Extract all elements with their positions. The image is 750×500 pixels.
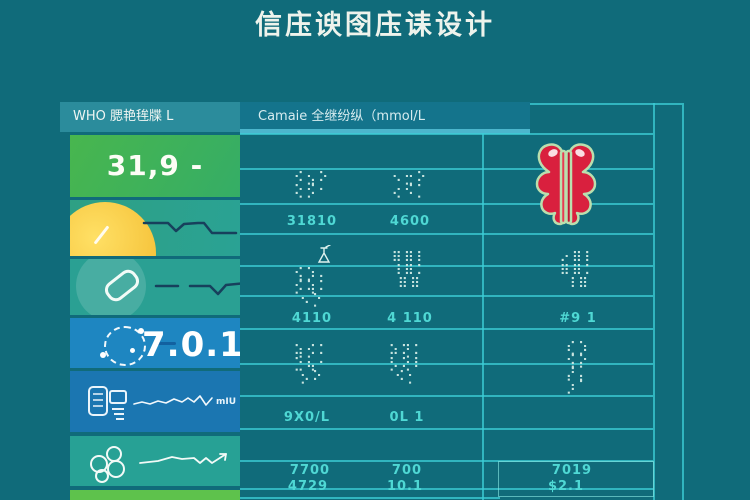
bottom-green-strip: [70, 490, 240, 500]
grid-line: [240, 428, 653, 430]
grid-line: [240, 460, 653, 462]
meter-unit-label: mIU: [216, 397, 237, 407]
sidebar-panel-glucose: [70, 200, 240, 256]
cell-value: 700: [391, 463, 423, 478]
icon-highlight-circle: [76, 259, 146, 315]
cell-value: 4 110: [387, 311, 433, 326]
arrow-trend-icon: [139, 453, 227, 464]
jagged-line-icon: [133, 395, 213, 406]
dot-cluster: ⠪⣢⠕ ⢕⡪⠂: [293, 170, 331, 199]
grid-line: [240, 328, 653, 330]
grid-line: [240, 233, 653, 235]
dotted-circle-icon: [104, 326, 146, 366]
highlight-cell-border: [498, 461, 654, 497]
cell-value: #9 1: [559, 311, 597, 326]
cell-value: 4110: [291, 311, 333, 326]
sidebar-panel-range: 31,9 - 6,6,1: [70, 135, 240, 197]
dot-cluster: ⠿⠿⠇ ⠸⠿⠅ ⠿⠿: [391, 250, 429, 292]
column-header-camaie: Camaie 全继纷纵（mmol/L: [240, 102, 530, 132]
grid-line: [240, 488, 653, 490]
dot-cluster: ⢎⡱ ⢪⡕ ⡜⡄ ⡰⠁: [565, 340, 591, 395]
cell-value: 0L 1: [389, 410, 425, 425]
sidebar-panel-score: 7.0.1: [70, 318, 240, 368]
grid-line: [653, 103, 655, 500]
cell-value: 4729: [287, 479, 329, 494]
dot-cluster: ⢵⡪⠅ ⣑⢦⠂ ⡢⠕: [293, 343, 331, 385]
column-header-who: WHO 腮艳毪牒 L: [60, 102, 240, 132]
cell-value: 7700: [289, 463, 331, 478]
grid-line: [482, 133, 484, 500]
dot-cluster: ⢪⡱⠄ ⡪⢵⠅ ⠢⡑: [293, 266, 331, 308]
molecule-icon: [90, 446, 125, 483]
grid-line: [240, 265, 653, 267]
node-dot: [130, 348, 135, 353]
lungs-icon: [535, 143, 597, 226]
sidebar-panel-pill: [70, 259, 240, 315]
sidebar-panel-meter: mIU: [70, 371, 240, 432]
grid-line: [240, 203, 653, 205]
grid-line: [240, 168, 653, 170]
cell-value: 31810: [286, 214, 338, 229]
dash-separator: [154, 342, 176, 345]
grid-line: [240, 133, 653, 135]
score-value: 7.0.1: [142, 325, 240, 365]
trend-line-icon: [142, 221, 238, 235]
dot-cluster: ⠢⣒⠕ ⢔⠪⡁: [391, 170, 429, 199]
cell-value: $2.1: [547, 479, 585, 494]
node-dot: [100, 352, 106, 358]
grid-line: [240, 395, 653, 397]
grid-line: [682, 103, 684, 500]
cell-value: 7019: [551, 463, 593, 478]
grid-line: [240, 295, 653, 297]
meter-icon: [88, 386, 127, 420]
cell-value: 4600: [389, 214, 431, 229]
dot-cluster: ⠔⠿⠇ ⠿⠿⠅ ⠸⠿: [559, 250, 597, 292]
trend-line-icon: [154, 282, 240, 296]
flask-icon: [317, 245, 331, 263]
dot-cluster: ⠵⢝⠅ ⡣⢕⠇ ⠪⡂: [388, 343, 426, 385]
header-accent-strip: [240, 129, 530, 134]
grid-line: [240, 497, 500, 499]
node-dot: [138, 328, 144, 334]
grid-line: [240, 363, 653, 365]
sidebar-panel-molecule: [70, 436, 240, 486]
cell-value: 10.1: [386, 479, 424, 494]
grid-line: [530, 103, 682, 105]
cell-value: 9X0/L: [283, 410, 331, 425]
page-title: 信庒谀囹庒诔设计: [255, 10, 495, 41]
range-value: 31,9 - 6,6,1: [106, 149, 204, 182]
